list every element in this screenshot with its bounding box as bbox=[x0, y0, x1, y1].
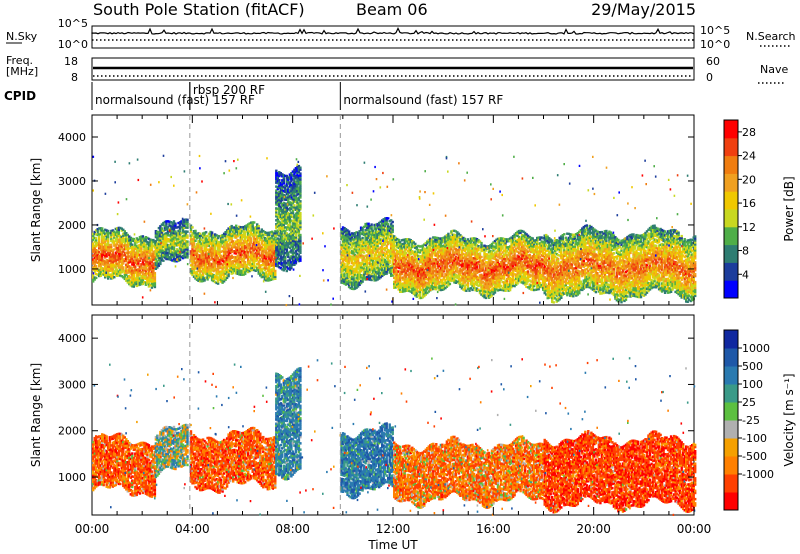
data-cell bbox=[253, 221, 255, 223]
data-cell bbox=[363, 251, 365, 253]
data-cell bbox=[414, 243, 416, 245]
data-cell bbox=[273, 238, 275, 240]
noise-sky-trace bbox=[92, 28, 694, 34]
nave-tick-top: 60 bbox=[706, 55, 720, 68]
data-cell bbox=[389, 260, 391, 262]
data-cell bbox=[211, 231, 213, 233]
data-cell bbox=[250, 237, 252, 239]
data-cell bbox=[299, 256, 301, 258]
nsearch-label: N.Search bbox=[746, 30, 796, 43]
noise-sky-line bbox=[92, 28, 694, 34]
data-cell bbox=[293, 204, 295, 206]
freq-tick-top: 18 bbox=[64, 55, 78, 68]
data-cell bbox=[392, 225, 394, 227]
data-cell bbox=[244, 261, 246, 263]
data-cell bbox=[235, 225, 237, 227]
data-cell bbox=[107, 230, 109, 232]
data-cell bbox=[398, 239, 400, 241]
data-cell bbox=[299, 172, 301, 174]
nave-tick-bottom: 0 bbox=[706, 71, 713, 84]
nsky-label: N.Sky bbox=[6, 30, 38, 43]
cpid-segment-label: rbsp 200 RF bbox=[193, 83, 265, 97]
data-cell bbox=[447, 233, 449, 235]
data-cell bbox=[161, 227, 163, 229]
data-cell bbox=[186, 240, 188, 242]
data-cell bbox=[274, 270, 276, 272]
noise-panel-frame bbox=[92, 26, 694, 48]
data-cell bbox=[186, 219, 188, 221]
noise-tick-right-top: 10^5 bbox=[700, 24, 730, 37]
data-cell bbox=[370, 223, 372, 225]
data-cell bbox=[95, 265, 97, 267]
noise-tick-left-top: 10^5 bbox=[58, 17, 88, 30]
data-cell bbox=[278, 179, 280, 181]
data-cell bbox=[343, 263, 345, 265]
data-cell bbox=[194, 240, 196, 242]
cpid-label: CPID bbox=[4, 89, 36, 103]
data-cell bbox=[191, 226, 193, 228]
data-cell bbox=[101, 227, 103, 229]
noise-tick-right-bottom: 10^0 bbox=[700, 38, 730, 51]
data-cell bbox=[186, 234, 188, 236]
data-cell bbox=[142, 235, 144, 237]
data-cell bbox=[173, 220, 175, 222]
data-cell bbox=[205, 231, 207, 233]
data-cell bbox=[110, 244, 112, 246]
data-cell bbox=[299, 167, 301, 169]
data-cell bbox=[95, 237, 97, 239]
data-cell bbox=[131, 244, 133, 246]
data-cell bbox=[387, 217, 389, 219]
freq-tick-bottom: 8 bbox=[71, 71, 78, 84]
data-cell bbox=[275, 170, 277, 172]
data-cell bbox=[299, 212, 301, 214]
data-cell bbox=[387, 223, 389, 225]
data-cell bbox=[194, 230, 196, 232]
data-cell bbox=[286, 270, 288, 272]
data-cell bbox=[299, 200, 301, 202]
data-cell bbox=[449, 283, 451, 285]
data-cell bbox=[122, 266, 124, 268]
station-title: South Pole Station (fitACF) bbox=[93, 0, 305, 19]
data-cell bbox=[186, 231, 188, 233]
data-cell bbox=[258, 241, 260, 243]
data-cell bbox=[258, 225, 260, 227]
data-cell bbox=[456, 267, 458, 269]
data-cell bbox=[348, 230, 350, 232]
date-label: 29/May/2015 bbox=[591, 0, 696, 19]
data-cell bbox=[361, 237, 363, 239]
data-cell bbox=[134, 265, 136, 267]
beam-label: Beam 06 bbox=[356, 0, 428, 19]
data-cell bbox=[95, 277, 97, 279]
freq-label-2: [MHz] bbox=[6, 65, 38, 78]
noise-tick-left-bottom: 10^0 bbox=[58, 38, 88, 51]
data-cell bbox=[299, 234, 301, 236]
nave-label: Nave bbox=[760, 63, 788, 76]
data-cell bbox=[113, 276, 115, 278]
data-cell bbox=[367, 223, 369, 225]
data-cell bbox=[174, 223, 176, 225]
cpid-segment-label: normalsound (fast) 157 RF bbox=[343, 93, 503, 107]
data-cell bbox=[154, 272, 156, 274]
data-cell bbox=[162, 260, 164, 262]
